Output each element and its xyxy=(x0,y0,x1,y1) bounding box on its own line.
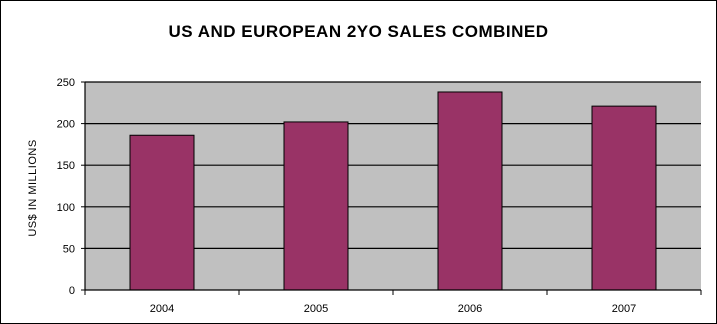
bar xyxy=(129,134,195,291)
y-tick-label: 50 xyxy=(63,243,75,255)
chart-title: US AND EUROPEAN 2YO SALES COMBINED xyxy=(168,22,549,41)
bars xyxy=(129,91,657,291)
y-tick-label: 200 xyxy=(57,119,75,131)
bar xyxy=(437,91,503,291)
y-tick-label: 150 xyxy=(57,160,75,172)
y-tick-label: 250 xyxy=(57,77,75,89)
x-tick-labels: 2004 2005 2006 2007 xyxy=(150,303,636,315)
x-tick-label: 2004 xyxy=(150,303,174,315)
x-tick-label: 2006 xyxy=(458,303,482,315)
axes xyxy=(81,81,702,295)
bar xyxy=(591,105,657,291)
bar xyxy=(283,121,349,291)
x-tick-label: 2005 xyxy=(304,303,328,315)
y-tick-label: 0 xyxy=(69,285,75,297)
x-tick-label: 2007 xyxy=(612,303,636,315)
y-tick-label: 100 xyxy=(57,202,75,214)
y-tick-labels: 0 50 100 150 200 250 xyxy=(57,77,75,297)
